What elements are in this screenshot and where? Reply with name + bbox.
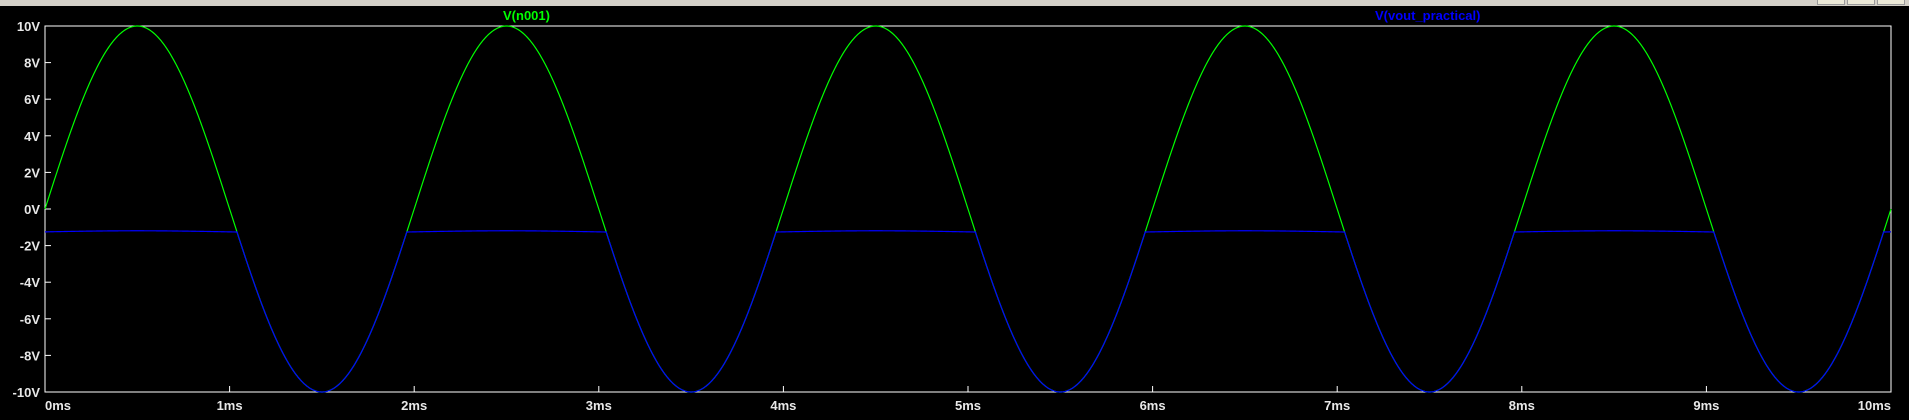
x-tick-label: 1ms <box>217 398 243 413</box>
y-tick-label: 10V <box>17 19 40 34</box>
y-tick-label: 6V <box>24 92 40 107</box>
plot-pane[interactable]: 10V 8V 6V 4V 2V 0V -2V -4V -6V -8V -10V 0ms 1ms 2ms 3m… <box>0 6 1909 420</box>
y-tick-label: -6V <box>20 312 41 327</box>
y-tick-label: -2V <box>20 239 41 254</box>
y-tick-label: 2V <box>24 165 40 180</box>
y-tick-label: 0V <box>24 202 40 217</box>
y-tick-label: 4V <box>24 129 40 144</box>
x-tick-label: 5ms <box>955 398 981 413</box>
waveform-chart[interactable]: 10V 8V 6V 4V 2V 0V -2V -4V -6V -8V -10V 0ms 1ms 2ms 3m… <box>0 6 1909 420</box>
y-tick-label: 8V <box>24 56 40 71</box>
legend-v-vout-practical[interactable]: V(vout_practical) <box>1375 8 1480 23</box>
minimize-button[interactable] <box>1817 0 1845 5</box>
x-tick-label: 0ms <box>45 398 71 413</box>
y-tick-label: -10V <box>13 385 41 400</box>
x-tick-label: 3ms <box>586 398 612 413</box>
x-tick-label: 7ms <box>1324 398 1350 413</box>
y-tick-label: -4V <box>20 275 41 290</box>
x-tick-label: 10ms <box>1858 398 1891 413</box>
x-tick-label: 2ms <box>401 398 427 413</box>
legend-v-n001[interactable]: V(n001) <box>503 8 550 23</box>
x-tick-label: 9ms <box>1693 398 1719 413</box>
maximize-button[interactable] <box>1847 0 1875 5</box>
x-tick-label: 6ms <box>1140 398 1166 413</box>
x-tick-label: 8ms <box>1509 398 1535 413</box>
y-tick-label: -8V <box>20 348 41 363</box>
x-tick-label: 4ms <box>770 398 796 413</box>
close-button[interactable] <box>1877 0 1905 5</box>
